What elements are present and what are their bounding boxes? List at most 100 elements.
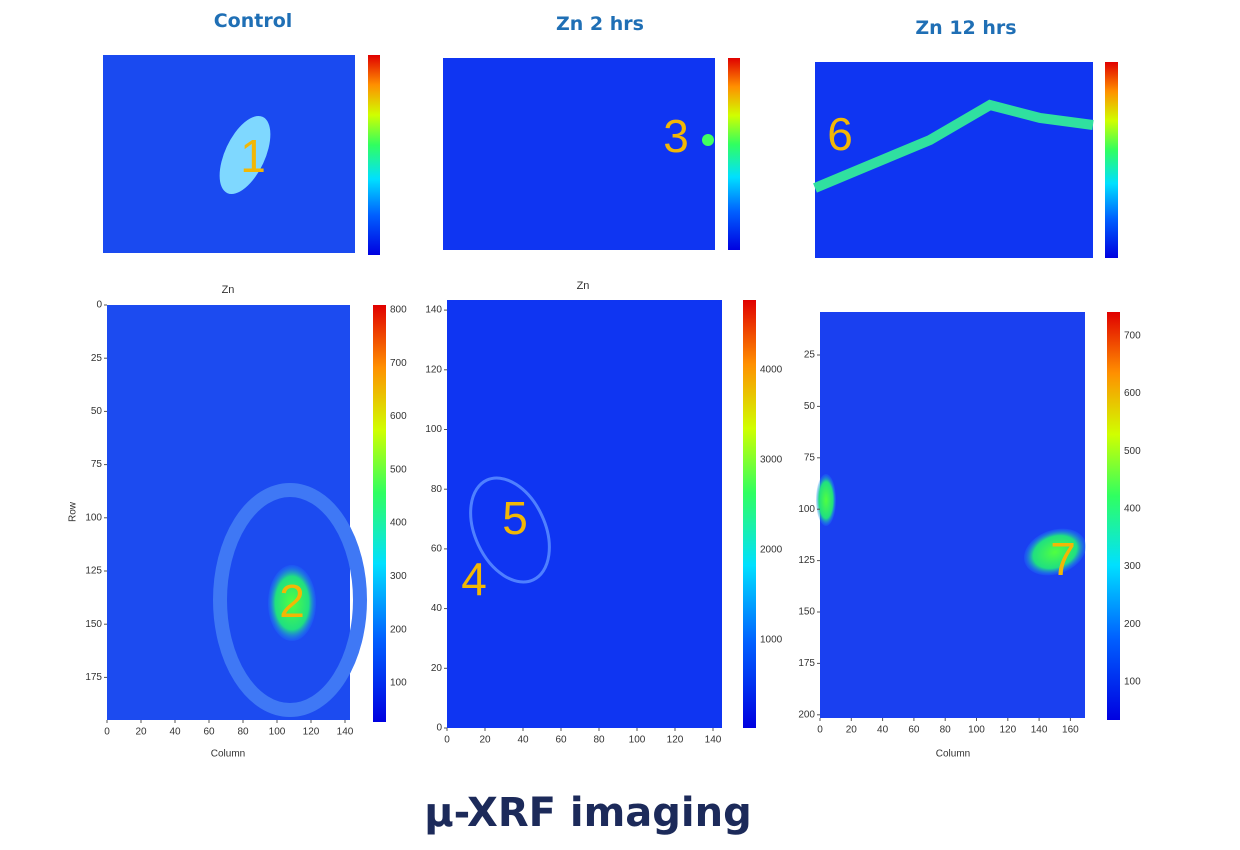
- colorbar-tick-label: 800: [390, 305, 407, 316]
- x-tick-label: 100: [269, 727, 286, 738]
- heatmap: [447, 300, 722, 728]
- cell-nucleus: [219, 116, 271, 194]
- cell-nucleus: [1024, 528, 1086, 576]
- colorbar-tick-label: 3000: [760, 455, 783, 466]
- y-tick-label: 50: [91, 406, 103, 417]
- x-tick-label: 120: [667, 735, 684, 746]
- y-tick-label: 40: [431, 603, 443, 614]
- x-tick-label: 60: [203, 727, 215, 738]
- x-axis-label: Column: [211, 749, 245, 760]
- heatmap: [820, 312, 1085, 718]
- colorbar-tick-label: 500: [1124, 446, 1141, 457]
- colorbar-tick-label: 600: [390, 411, 407, 422]
- x-tick-label: 80: [237, 727, 249, 738]
- heatmap: [815, 62, 1093, 258]
- y-tick-label: 0: [436, 723, 442, 734]
- x-tick-label: 0: [444, 735, 450, 746]
- y-axis-label: Row: [68, 501, 79, 522]
- cell: [469, 476, 551, 584]
- y-tick-label: 150: [85, 619, 102, 630]
- region-label: 4: [461, 553, 487, 605]
- colorbar: [1105, 62, 1118, 258]
- colorbar: [728, 58, 740, 250]
- colorbar-tick-label: 400: [1124, 504, 1141, 515]
- colorbar-tick-label: 600: [1124, 388, 1141, 399]
- colorbar-tick-label: 4000: [760, 365, 783, 376]
- y-tick-label: 100: [425, 424, 442, 435]
- x-tick-label: 40: [877, 725, 889, 736]
- x-tick-label: 120: [303, 727, 320, 738]
- x-axis-label: Column: [936, 749, 970, 760]
- colorbar-tick-label: 200: [1124, 619, 1141, 630]
- y-tick-label: 75: [91, 459, 103, 470]
- colorbar-tick-label: 300: [390, 571, 407, 582]
- x-tick-label: 140: [1031, 725, 1048, 736]
- y-tick-label: 175: [798, 658, 815, 669]
- cell-nucleus: [816, 474, 836, 526]
- membrane: [813, 99, 1094, 193]
- x-tick-label: 140: [337, 727, 354, 738]
- y-tick-label: 25: [91, 353, 103, 364]
- cell-nucleus: [268, 565, 316, 641]
- y-tick-label: 150: [798, 607, 815, 618]
- y-tick-label: 125: [85, 566, 102, 577]
- column-title: Control: [214, 10, 293, 32]
- x-tick-label: 80: [593, 735, 605, 746]
- colorbar: [1107, 312, 1120, 720]
- panel-subtitle: Zn: [577, 280, 590, 292]
- x-tick-label: 0: [817, 725, 823, 736]
- region-label: 1: [240, 130, 266, 182]
- y-tick-label: 0: [96, 300, 102, 311]
- x-tick-label: 60: [908, 725, 920, 736]
- x-tick-label: 40: [169, 727, 181, 738]
- colorbar: [743, 300, 756, 728]
- y-tick-label: 60: [431, 544, 443, 555]
- y-tick-label: 80: [431, 484, 443, 495]
- x-tick-label: 60: [555, 735, 567, 746]
- colorbar: [368, 55, 380, 255]
- colorbar-tick-label: 700: [1124, 330, 1141, 341]
- colorbar-tick-label: 400: [390, 518, 407, 529]
- region-label: 2: [279, 575, 305, 627]
- y-tick-label: 20: [431, 663, 443, 674]
- y-tick-label: 100: [798, 504, 815, 515]
- colorbar-tick-label: 100: [390, 678, 407, 689]
- x-tick-label: 80: [940, 725, 952, 736]
- x-tick-label: 0: [104, 727, 110, 738]
- x-tick-label: 20: [135, 727, 147, 738]
- y-tick-label: 175: [85, 672, 102, 683]
- colorbar-tick-label: 100: [1124, 677, 1141, 688]
- hotspot: [702, 134, 714, 146]
- cell: [213, 483, 367, 717]
- region-label: 5: [502, 492, 528, 544]
- region-label: 7: [1050, 533, 1076, 585]
- colorbar: [373, 305, 386, 722]
- x-tick-label: 100: [629, 735, 646, 746]
- figure-title: µ-XRF imaging: [424, 790, 752, 836]
- region-label: 3: [663, 110, 689, 162]
- y-tick-label: 140: [425, 305, 442, 316]
- x-tick-label: 120: [999, 725, 1016, 736]
- panel-subtitle: Zn: [222, 284, 235, 296]
- colorbar-tick-label: 200: [390, 624, 407, 635]
- region-label: 6: [827, 108, 853, 160]
- y-tick-label: 120: [425, 364, 442, 375]
- colorbar-tick-label: 700: [390, 358, 407, 369]
- column-title: Zn 12 hrs: [915, 17, 1016, 39]
- x-tick-label: 160: [1062, 725, 1079, 736]
- x-tick-label: 40: [517, 735, 529, 746]
- colorbar-tick-label: 500: [390, 464, 407, 475]
- x-tick-label: 20: [479, 735, 491, 746]
- column-title: Zn 2 hrs: [556, 13, 644, 35]
- x-tick-label: 140: [705, 735, 722, 746]
- y-tick-label: 75: [804, 452, 816, 463]
- y-tick-label: 50: [804, 401, 816, 412]
- x-tick-label: 20: [846, 725, 858, 736]
- y-tick-label: 100: [85, 512, 102, 523]
- y-tick-label: 125: [798, 555, 815, 566]
- colorbar-tick-label: 1000: [760, 635, 783, 646]
- y-tick-label: 25: [804, 350, 816, 361]
- x-tick-label: 100: [968, 725, 985, 736]
